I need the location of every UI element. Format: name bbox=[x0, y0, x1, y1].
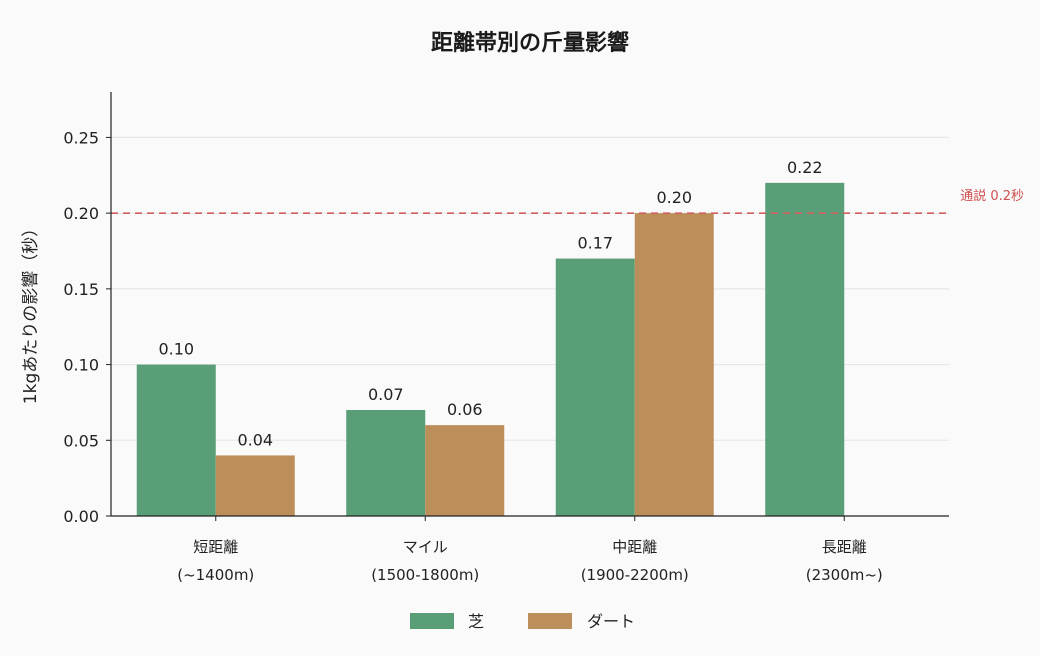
chart-title: 距離帯別の斤量影響 bbox=[431, 30, 629, 56]
bar-value-label: 0.06 bbox=[447, 400, 483, 419]
x-tick-label: マイル bbox=[403, 538, 448, 556]
legend-label: ダート bbox=[587, 612, 635, 631]
bar-turf bbox=[136, 364, 216, 516]
y-tick-label: 0.00 bbox=[63, 507, 99, 526]
x-tick-label: 中距離 bbox=[612, 538, 657, 556]
bar-turf bbox=[346, 410, 426, 516]
bar-dirt bbox=[425, 425, 505, 516]
bar-value-label: 0.17 bbox=[577, 234, 613, 253]
legend: 芝 ダート bbox=[410, 612, 635, 631]
legend-swatch bbox=[410, 613, 454, 629]
y-axis-label: 1kgあたりの影響（秒） bbox=[21, 220, 41, 404]
x-tick-sublabel: (~1400m) bbox=[177, 566, 254, 584]
axes: 0.00 0.05 0.10 0.15 0.20 0.25 短距離 (~1400m) マイル (1… bbox=[63, 92, 949, 584]
bar-turf bbox=[555, 258, 635, 516]
bar-dirt bbox=[215, 455, 295, 516]
data-labels: 0.10 0.04 0.07 0.06 0.17 0.20 0.22 bbox=[158, 158, 822, 450]
y-tick-label: 0.10 bbox=[63, 356, 99, 375]
reference-line-label: 通説 0.2秒 bbox=[960, 188, 1024, 204]
x-tick-label: 短距離 bbox=[193, 538, 238, 556]
y-tick-label: 0.05 bbox=[63, 431, 99, 450]
bars bbox=[136, 182, 845, 516]
y-tick-label: 0.25 bbox=[63, 128, 99, 147]
bar-dirt bbox=[634, 213, 714, 516]
bar-value-label: 0.20 bbox=[656, 188, 692, 207]
legend-label: 芝 bbox=[468, 612, 484, 631]
x-tick-sublabel: (1500-1800m) bbox=[371, 566, 479, 584]
y-tick-label: 0.20 bbox=[63, 204, 99, 223]
bar-value-label: 0.22 bbox=[787, 158, 823, 177]
x-tick-label: 長距離 bbox=[822, 538, 867, 556]
bar-value-label: 0.10 bbox=[158, 340, 194, 359]
x-tick-sublabel: (1900-2200m) bbox=[581, 566, 689, 584]
x-tick-sublabel: (2300m~) bbox=[806, 566, 883, 584]
bar-value-label: 0.04 bbox=[237, 430, 273, 449]
bar-value-label: 0.07 bbox=[368, 385, 404, 404]
reference-line-group: 通説 0.2秒 bbox=[111, 188, 1024, 214]
y-tick-label: 0.15 bbox=[63, 280, 99, 299]
legend-swatch bbox=[528, 613, 572, 629]
bar-turf bbox=[765, 182, 845, 516]
